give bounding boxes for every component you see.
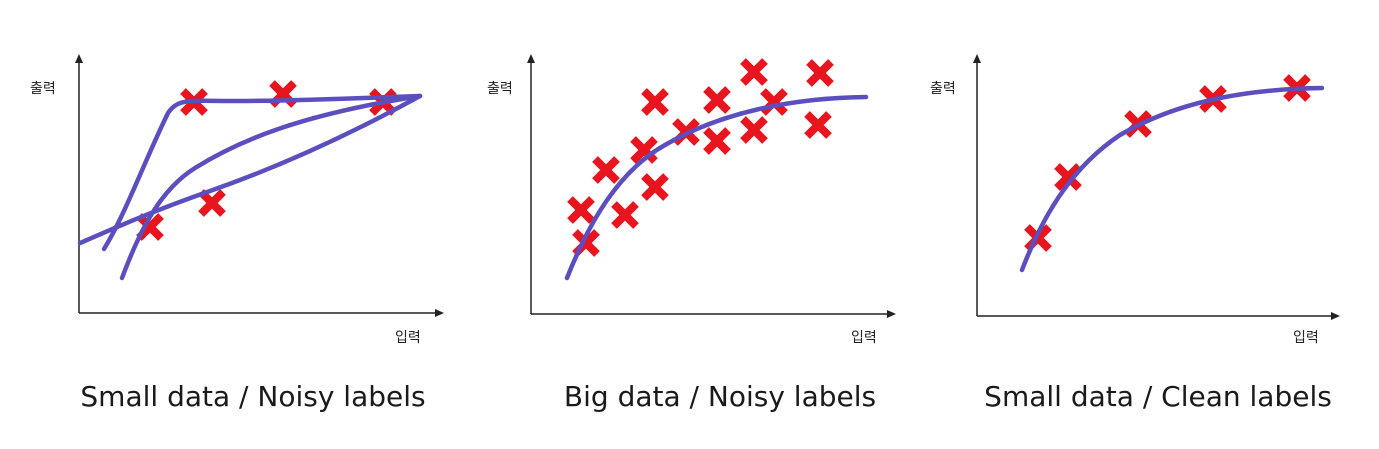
x-marker [630,136,658,164]
fit-curve-linear [77,93,423,246]
x-marker [760,88,788,116]
x-marker [806,59,834,87]
x-marker [703,127,731,155]
fit-curve [564,94,869,281]
x-marker [567,196,595,224]
data-markers [1024,74,1311,252]
panel-caption: Small data / Noisy labels [80,380,426,413]
panel-big-noisy: 출력 입력 [487,54,896,346]
x-marker [641,173,669,201]
x-marker [804,111,832,139]
x-marker [641,88,669,116]
x-marker [611,201,639,229]
panel-small-noisy: 출력 입력 [30,54,444,346]
x-marker [1054,163,1082,191]
y-axis-label: 출력 [930,81,956,97]
data-markers [567,58,834,257]
fit-curve [1019,85,1325,273]
fit-curve-smooth [119,93,423,281]
x-axis-label: 입력 [851,330,877,346]
fit-curves [564,94,869,281]
panel-caption: Small data / Clean labels [984,380,1332,413]
fit-curve-overfit [101,93,423,252]
y-axis-label: 출력 [487,81,513,97]
x-marker [740,116,768,144]
panel-small-clean: 출력 입력 [930,54,1340,346]
x-axis-label: 입력 [395,330,421,346]
x-marker [703,86,731,114]
y-axis-label: 출력 [30,81,56,97]
x-axis-label: 입력 [1293,330,1319,346]
x-marker [198,189,226,217]
fit-curves [1019,85,1325,273]
x-marker [740,58,768,86]
x-marker [592,156,620,184]
fit-curves [77,93,423,281]
panel-caption: Big data / Noisy labels [563,380,877,413]
